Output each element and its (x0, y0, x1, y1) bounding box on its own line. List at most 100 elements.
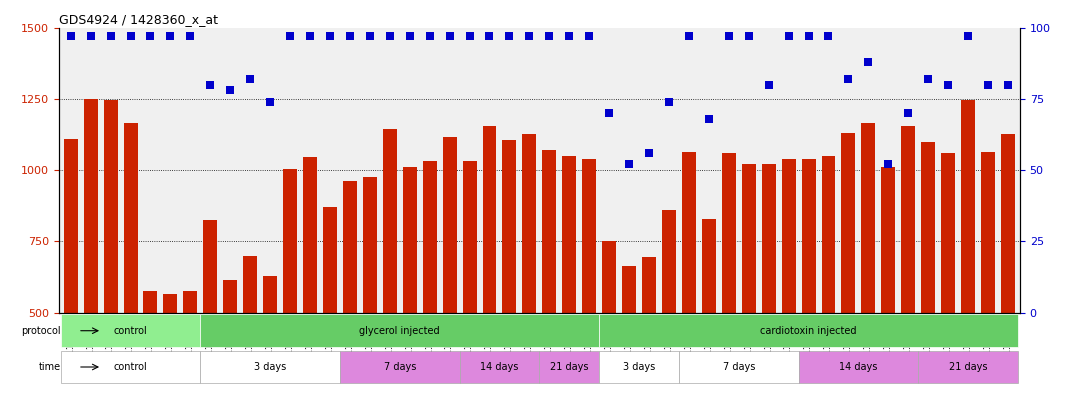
Bar (1001, 134, 1015, 393)
Bar (83, 99, 97, 393)
Point (660, 99, 677, 105)
Point (621, 161, 638, 167)
Point (62, 33, 79, 39)
Bar (363, 177, 377, 393)
Bar (283, 169, 297, 393)
Text: 7 days: 7 days (723, 362, 755, 372)
Bar (323, 207, 336, 393)
Bar (582, 159, 596, 393)
Bar (802, 159, 816, 393)
Bar (642, 257, 656, 393)
Point (581, 33, 598, 39)
Point (182, 33, 199, 39)
Point (361, 33, 378, 39)
Point (441, 33, 458, 39)
Bar (722, 153, 736, 393)
Point (241, 76, 258, 82)
Point (641, 150, 658, 156)
Point (740, 33, 757, 39)
Bar (522, 134, 536, 393)
Bar (761, 164, 775, 393)
Bar (442, 137, 457, 393)
Point (959, 33, 976, 39)
Bar (742, 164, 756, 393)
Point (680, 33, 697, 39)
Bar (961, 100, 975, 393)
Text: glycerol injected: glycerol injected (360, 326, 440, 336)
Point (262, 99, 279, 105)
Point (342, 33, 359, 39)
Bar (143, 291, 157, 393)
Bar (981, 152, 995, 393)
Point (880, 161, 897, 167)
Bar (941, 153, 955, 393)
Text: cardiotoxin injected: cardiotoxin injected (760, 326, 857, 336)
Bar (862, 123, 876, 393)
Bar (622, 266, 637, 393)
Bar (502, 140, 517, 393)
Point (600, 110, 617, 116)
Point (780, 33, 797, 39)
Point (1000, 81, 1017, 88)
Bar (303, 157, 317, 393)
Point (381, 33, 398, 39)
Bar (263, 275, 277, 393)
Text: GDS4924 / 1428360_x_at: GDS4924 / 1428360_x_at (59, 13, 218, 26)
Bar (244, 255, 257, 393)
Point (421, 33, 438, 39)
FancyBboxPatch shape (918, 351, 1018, 383)
Bar (901, 126, 915, 393)
Text: 21 days: 21 days (948, 362, 987, 372)
Bar (343, 182, 357, 393)
Point (321, 33, 339, 39)
Bar (223, 280, 237, 393)
Bar (64, 139, 78, 393)
Bar (483, 126, 497, 393)
Bar (543, 150, 556, 393)
Point (521, 33, 538, 39)
Point (839, 76, 857, 82)
Point (402, 33, 419, 39)
FancyBboxPatch shape (61, 314, 201, 347)
Text: 3 days: 3 days (254, 362, 286, 372)
Text: 14 days: 14 days (839, 362, 878, 372)
FancyBboxPatch shape (459, 351, 539, 383)
Bar (782, 159, 796, 393)
Text: control: control (113, 326, 147, 336)
Bar (124, 123, 138, 393)
Point (282, 33, 299, 39)
Text: 21 days: 21 days (550, 362, 588, 372)
Point (760, 81, 778, 88)
Point (481, 33, 498, 39)
Bar (821, 156, 835, 393)
FancyBboxPatch shape (61, 351, 201, 383)
Bar (881, 167, 895, 393)
Point (800, 33, 817, 39)
Text: 7 days: 7 days (383, 362, 415, 372)
Text: 14 days: 14 days (481, 362, 519, 372)
Bar (842, 133, 855, 393)
Point (720, 33, 737, 39)
Bar (662, 210, 676, 393)
Text: protocol: protocol (21, 326, 61, 336)
FancyBboxPatch shape (201, 314, 599, 347)
FancyBboxPatch shape (799, 351, 918, 383)
Bar (682, 152, 696, 393)
Bar (403, 167, 417, 393)
Point (162, 33, 179, 39)
Bar (203, 220, 217, 393)
Point (920, 76, 937, 82)
Bar (104, 100, 117, 393)
Text: time: time (38, 362, 61, 372)
Point (82, 33, 99, 39)
FancyBboxPatch shape (599, 314, 1018, 347)
Bar (922, 141, 936, 393)
Point (461, 33, 478, 39)
Bar (382, 129, 396, 393)
Point (899, 110, 916, 116)
Text: control: control (113, 362, 147, 372)
Point (122, 33, 139, 39)
Point (561, 33, 578, 39)
Bar (462, 162, 476, 393)
Point (540, 33, 557, 39)
